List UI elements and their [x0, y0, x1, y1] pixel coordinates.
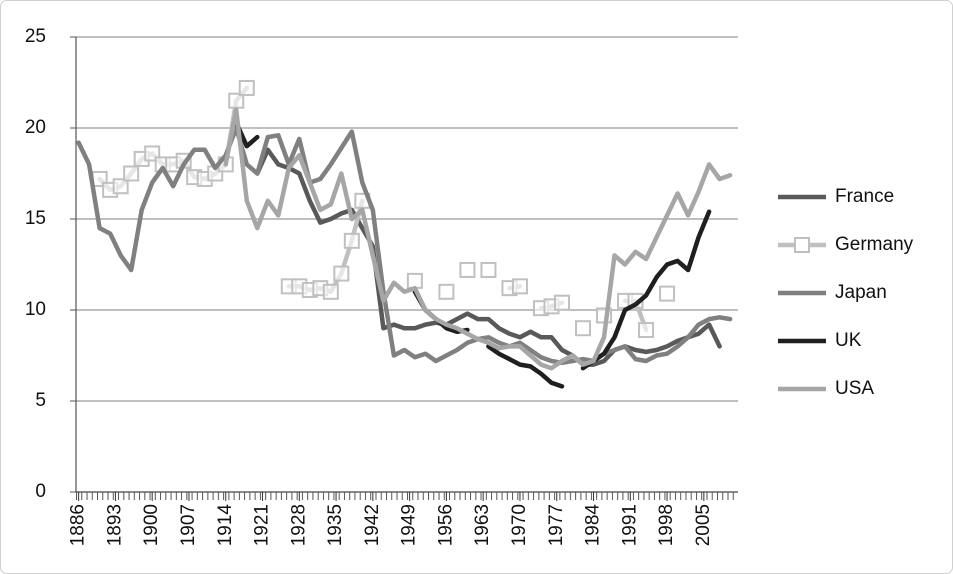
x-tick-label: 1914 [215, 504, 236, 547]
series-marker [575, 320, 592, 337]
series-marker [343, 232, 360, 249]
y-tick-label: 20 [25, 117, 46, 138]
legend: France Germany Japan UK USA [778, 186, 914, 399]
series-marker [638, 322, 655, 339]
x-tick-label: 1984 [583, 504, 604, 547]
x-tick-label: 1907 [178, 504, 199, 546]
x-tick-label: 1942 [362, 504, 383, 546]
x-tick-label: 1970 [509, 504, 530, 546]
series-marker [333, 265, 350, 282]
legend-label: UK [835, 330, 862, 351]
x-tick-label: 1886 [68, 504, 89, 546]
legend-label: USA [835, 378, 874, 399]
x-tick-label: 1893 [104, 504, 125, 546]
series-marker [553, 294, 570, 311]
series-marker [480, 261, 497, 278]
series-marker [112, 178, 129, 195]
series-marker [123, 165, 140, 182]
x-tick-label: 1956 [435, 504, 456, 546]
y-tick-label: 10 [25, 299, 46, 320]
series-marker [459, 261, 476, 278]
x-tick-label: 1998 [656, 504, 677, 546]
x-tick-label: 1963 [472, 504, 493, 546]
plot-area [76, 79, 733, 389]
series-line [255, 147, 722, 367]
y-tick-label: 0 [35, 481, 46, 502]
series-line [76, 125, 733, 366]
x-tick-label: 1935 [325, 504, 346, 546]
series-marker [438, 283, 455, 300]
x-tick-label: 1991 [619, 504, 640, 546]
x-tick-label: 1977 [546, 504, 567, 546]
x-tick-label: 1900 [141, 504, 162, 546]
series-marker [238, 79, 255, 96]
x-tick-label: 1921 [252, 504, 273, 546]
legend-marker [794, 237, 810, 253]
x-tick-label: 2005 [693, 504, 714, 546]
series-marker [659, 285, 676, 302]
x-tick-label: 1949 [399, 504, 420, 546]
y-tick-label: 15 [25, 208, 46, 229]
legend-label: Japan [835, 282, 887, 303]
series-marker [322, 283, 339, 300]
series-marker [511, 278, 528, 295]
legend-label: Germany [835, 234, 914, 255]
grid: 0 5 10 15 20 25 1886 1893 1900 1907 1914 1921 1928 19… [25, 26, 738, 546]
series-line [223, 107, 733, 371]
y-tick-label: 25 [25, 26, 46, 47]
legend-label: France [835, 186, 894, 207]
x-tick-label: 1928 [288, 504, 309, 546]
minor-ticks [76, 492, 738, 500]
series-marker [406, 272, 423, 289]
y-tick-label: 5 [35, 390, 46, 411]
